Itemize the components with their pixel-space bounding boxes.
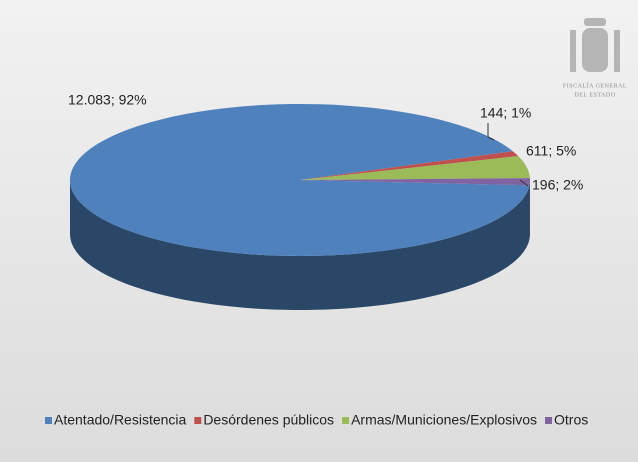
legend-label: Armas/Municiones/Explosivos <box>351 412 537 428</box>
leader-line <box>487 123 495 141</box>
legend-label: Otros <box>554 412 588 428</box>
legend-swatch <box>545 417 553 424</box>
legend-label: Atentado/Resistencia <box>54 412 187 428</box>
logo: FISCALÍA GENERAL DEL ESTADO <box>563 18 627 98</box>
logo-pillar <box>570 30 576 72</box>
slice-side <box>70 180 530 310</box>
slice <box>300 178 530 186</box>
data-label: 196; 2% <box>532 177 583 193</box>
data-label: 12.083; 92% <box>68 92 147 108</box>
pie <box>69 104 530 310</box>
slice <box>300 151 519 180</box>
slice <box>300 156 530 180</box>
data-label: 144; 1% <box>480 105 531 121</box>
logo-pillar <box>614 30 620 72</box>
data-label: 611; 5% <box>526 143 576 159</box>
leader-line <box>519 179 529 187</box>
slice-side <box>529 180 530 240</box>
legend-swatch <box>194 417 202 424</box>
logo-text: FISCALÍA GENERAL <box>563 81 627 89</box>
legend-label: Desórdenes públicos <box>203 412 334 428</box>
legend: Atentado/Resistencia Desórdenes públicos A… <box>45 412 588 428</box>
logo-text: DEL ESTADO <box>574 92 615 98</box>
data-labels: 12.083; 92% 144; 1% 611; 5% 196; 2% <box>68 92 583 193</box>
logo-crown <box>584 18 606 26</box>
legend-swatch <box>45 417 52 424</box>
logo-shield <box>582 28 608 72</box>
legend-swatch <box>342 417 350 424</box>
slice <box>69 104 530 257</box>
